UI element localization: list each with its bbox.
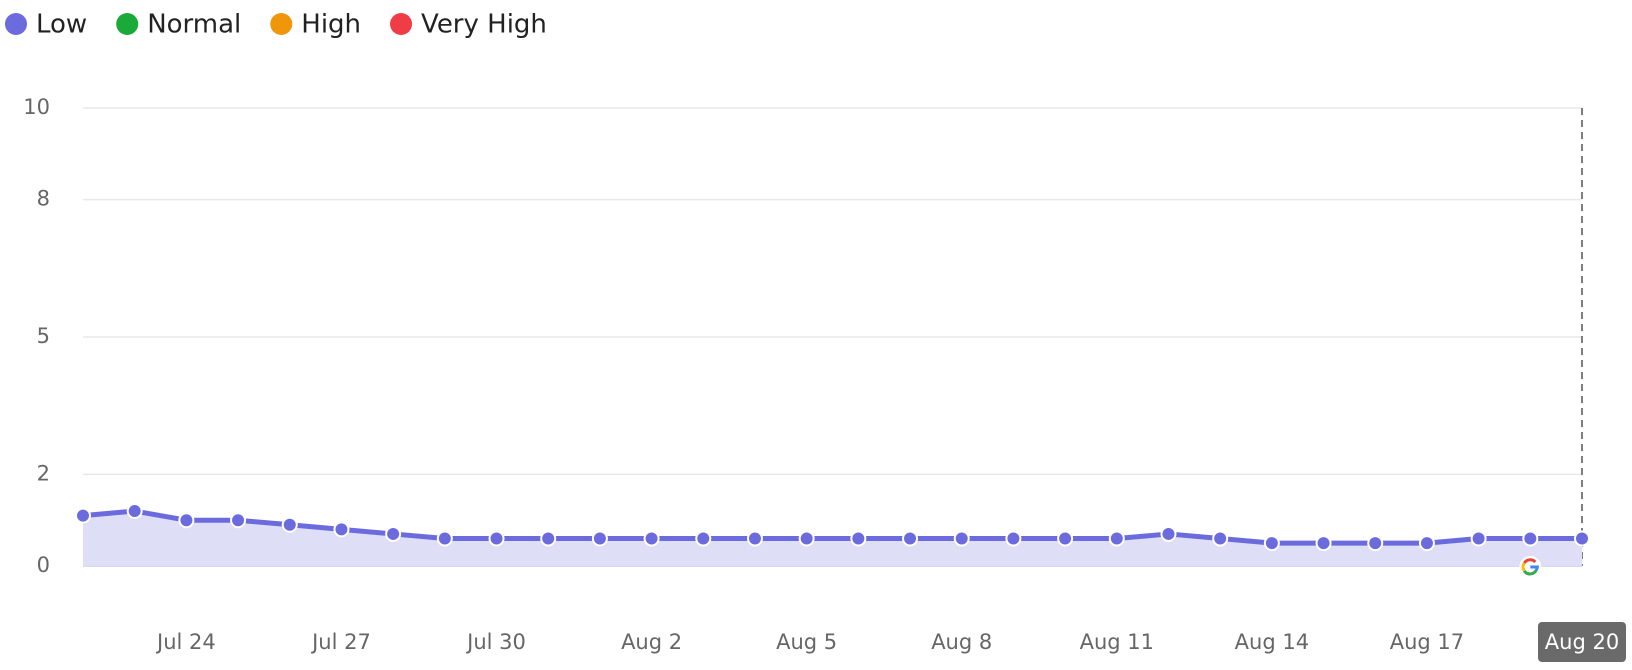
point [643,530,660,547]
plot [75,503,1590,566]
x-label-highlight [1538,622,1626,662]
x-tick-label: Jul 24 [155,630,216,654]
x-tick-label: Jul 27 [310,630,371,654]
grid: 0 2 5 8 10 [23,95,1583,577]
y-tick-label: 8 [37,187,50,211]
icon-yellow [1521,562,1526,572]
point [75,507,91,524]
point [902,530,919,547]
icon-blue [1530,565,1539,571]
x-tick-label: Aug 17 [1390,630,1464,654]
point [436,530,453,547]
update-icon [1519,556,1542,578]
x-tick-label: Aug 11 [1080,630,1154,654]
point [1367,535,1384,552]
point [695,530,712,547]
point [281,516,298,533]
point [178,512,195,529]
x-tick-label: Jul 30 [465,630,526,654]
point [1522,530,1539,547]
legend-swatch [5,13,27,35]
icon-green [1523,569,1538,576]
legend-label: Low [36,10,87,40]
x-tick-label: Aug 2 [621,630,682,654]
point [1315,535,1332,552]
point [591,530,608,547]
legend-swatch [390,13,413,35]
legend-label: High [301,10,361,40]
legend: Low Normal High Very High [5,10,547,40]
point [1470,530,1487,547]
point [1212,530,1229,547]
legend-swatch [270,13,293,35]
line [82,508,1582,546]
x-tick-label: Aug 20 [1545,630,1619,654]
point [488,530,505,547]
point [1108,530,1125,547]
point [333,521,350,538]
legend-label: Very High [421,10,547,40]
point [1057,530,1074,547]
point [1574,530,1590,547]
legend-label: Normal [147,10,241,40]
y-tick-label: 0 [37,553,50,577]
legend-swatch [116,13,139,35]
point [540,530,557,547]
point [850,530,867,547]
point [798,530,815,547]
point [385,525,402,542]
point [953,530,970,547]
icon-red [1523,558,1537,564]
y-tick-label: 10 [23,95,50,119]
point [746,530,763,547]
point [1418,535,1435,552]
x-tick-label: Aug 14 [1235,630,1309,654]
point [1160,525,1177,542]
point [1005,530,1022,547]
point [230,512,247,529]
y-tick-label: 2 [37,461,50,485]
point [1263,535,1280,552]
point [126,503,143,520]
y-tick-label: 5 [37,324,50,348]
x-tick-label: Aug 5 [776,630,837,654]
x-tick-label: Aug 8 [931,630,992,654]
